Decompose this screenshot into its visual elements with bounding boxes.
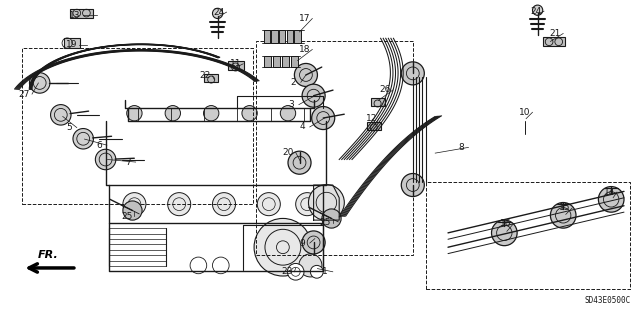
Circle shape [294, 63, 317, 86]
Circle shape [212, 8, 223, 19]
Bar [291, 56, 298, 67]
Text: 16: 16 [500, 219, 511, 228]
Text: 25: 25 [319, 218, 331, 227]
Text: 25: 25 [121, 212, 132, 221]
Text: 11: 11 [230, 59, 241, 68]
Bar [294, 30, 301, 43]
Circle shape [299, 254, 322, 277]
Text: 2: 2 [291, 78, 296, 87]
Bar [264, 30, 270, 43]
Circle shape [322, 209, 341, 228]
Bar [273, 56, 280, 67]
Text: 27: 27 [19, 90, 30, 99]
Text: 12: 12 [365, 114, 377, 123]
Circle shape [287, 263, 304, 280]
Circle shape [296, 193, 319, 216]
Bar [271, 30, 278, 43]
Circle shape [204, 106, 219, 121]
Text: 23: 23 [281, 267, 292, 276]
Text: FR.: FR. [38, 250, 58, 260]
Text: 26: 26 [380, 85, 391, 94]
Text: 6: 6 [97, 141, 102, 150]
Text: 1: 1 [323, 267, 328, 276]
Circle shape [127, 106, 142, 121]
Bar [371, 98, 385, 106]
Bar [264, 56, 271, 67]
Text: 8: 8 [458, 143, 463, 152]
Text: 5: 5 [67, 123, 72, 132]
Bar [543, 37, 565, 46]
Text: 17: 17 [299, 14, 310, 23]
Circle shape [288, 151, 311, 174]
Circle shape [492, 220, 517, 246]
Bar [426, 182, 630, 289]
Circle shape [212, 257, 229, 274]
Bar [204, 74, 218, 82]
Circle shape [168, 193, 191, 216]
Circle shape [401, 174, 424, 197]
Text: 18: 18 [299, 45, 310, 54]
Text: SD43E0500C: SD43E0500C [584, 296, 630, 305]
Circle shape [95, 149, 116, 170]
Text: 19: 19 [66, 40, 77, 49]
Bar [256, 41, 413, 255]
Circle shape [51, 105, 71, 125]
Circle shape [73, 129, 93, 149]
Circle shape [532, 5, 543, 15]
Circle shape [302, 84, 325, 107]
Circle shape [123, 193, 146, 216]
Circle shape [550, 203, 576, 228]
Circle shape [308, 185, 344, 220]
Text: 15: 15 [559, 204, 570, 212]
Bar [22, 48, 253, 204]
Circle shape [280, 106, 296, 121]
Circle shape [312, 107, 335, 130]
Bar [367, 122, 381, 130]
Circle shape [257, 193, 280, 216]
Text: 24: 24 [531, 7, 542, 16]
Bar [64, 38, 80, 48]
Circle shape [212, 193, 236, 216]
Text: 14: 14 [604, 188, 615, 197]
Text: 24: 24 [213, 8, 225, 17]
Circle shape [598, 187, 624, 212]
Circle shape [310, 265, 323, 278]
Circle shape [190, 257, 207, 274]
Bar [282, 56, 289, 67]
Text: 20: 20 [282, 148, 294, 157]
Circle shape [165, 106, 180, 121]
Circle shape [29, 73, 50, 93]
Text: 9: 9 [300, 239, 305, 248]
Text: 21: 21 [550, 29, 561, 38]
Text: 4: 4 [300, 122, 305, 131]
Circle shape [254, 219, 312, 276]
Circle shape [242, 106, 257, 121]
Circle shape [302, 231, 325, 254]
Text: 3: 3 [289, 100, 294, 109]
Circle shape [401, 62, 424, 85]
Text: 22: 22 [199, 71, 211, 80]
Text: 13: 13 [69, 11, 81, 20]
Text: 10: 10 [519, 108, 531, 117]
Bar [279, 30, 285, 43]
Bar [287, 30, 293, 43]
Text: 7: 7 [125, 158, 131, 167]
Circle shape [123, 201, 142, 220]
Bar [228, 61, 243, 70]
Bar [70, 9, 93, 18]
